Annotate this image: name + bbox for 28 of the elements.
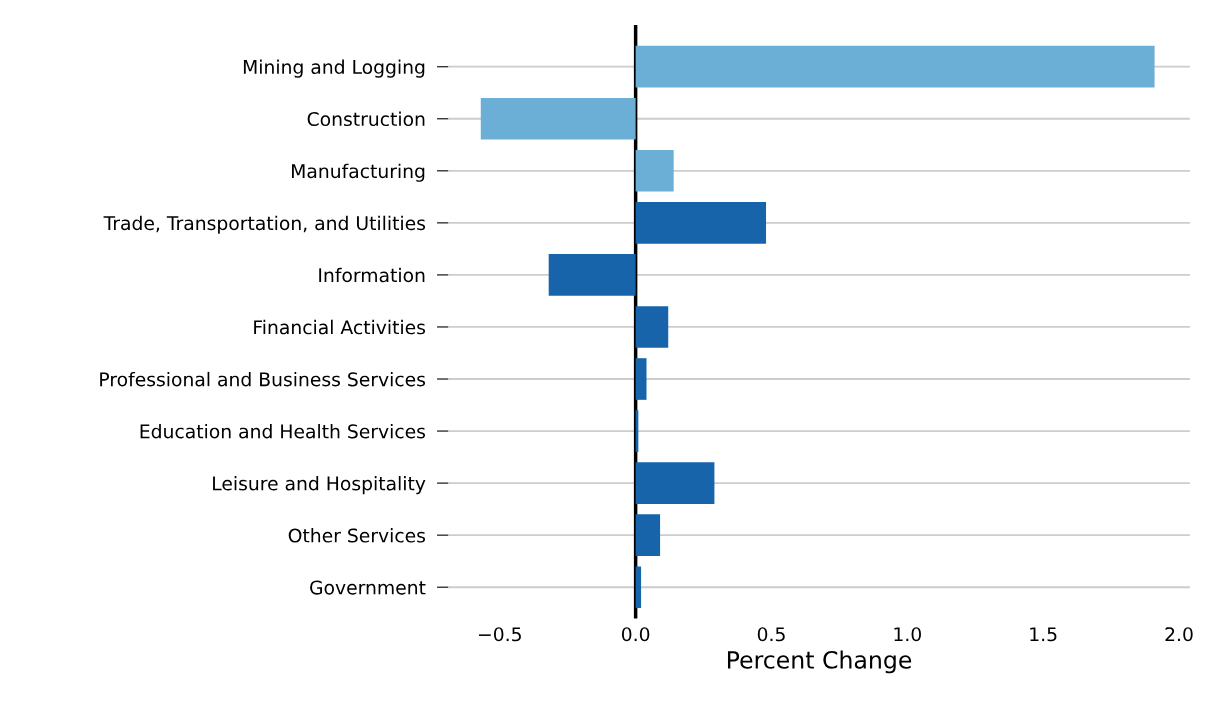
y-tick-label: Government (310, 580, 426, 595)
bar (635, 202, 767, 244)
bar (635, 306, 669, 348)
y-tick-label: Other Services (288, 528, 426, 543)
bar (635, 149, 674, 192)
y-tick-label: Trade, Transportation, and Utilities (103, 215, 426, 234)
y-tick-label: Mining and Logging (243, 59, 425, 78)
x-tick-label: 0.5 (757, 627, 785, 642)
y-tick-label: Manufacturing (292, 163, 425, 182)
x-axis-title: Percent Change (727, 650, 912, 674)
y-tick-label: Financial Activities (254, 319, 426, 335)
y-tick-label: Professional and Business Services (100, 371, 426, 387)
y-tick-label: Construction (307, 111, 425, 127)
bar (635, 462, 715, 504)
x-tick-label: 0.0 (621, 627, 650, 642)
x-tick-label: 2.0 (1165, 627, 1193, 642)
x-tick-label: 1.0 (894, 627, 921, 642)
y-tick-label: Leisure and Hospitality (213, 476, 426, 495)
bar (548, 254, 636, 296)
x-tick-label: −0.5 (479, 627, 521, 642)
y-tick-label: Information (319, 267, 425, 283)
bar (635, 514, 661, 557)
bar (635, 45, 1155, 88)
bar (635, 566, 642, 609)
x-tick-label: 1.5 (1030, 627, 1057, 642)
bar (635, 358, 647, 400)
bar (480, 97, 636, 140)
y-tick-label: Education and Health Services (140, 423, 426, 439)
